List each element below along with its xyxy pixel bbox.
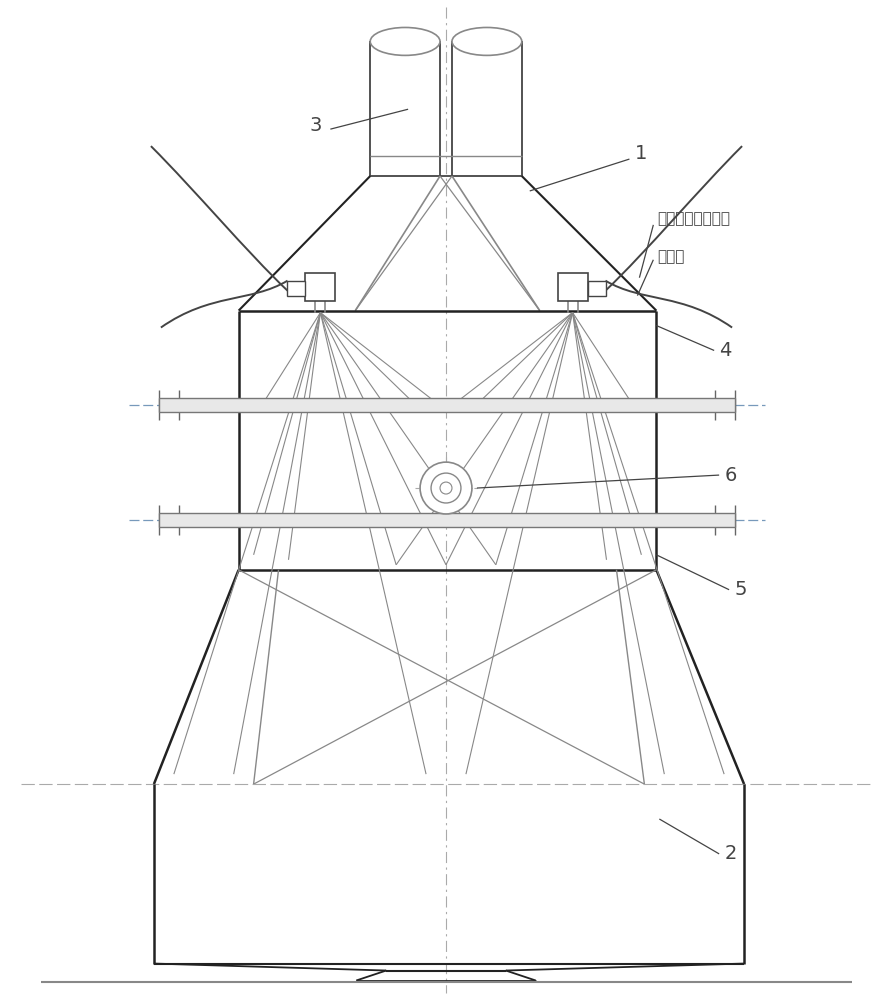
- Text: 5: 5: [734, 580, 747, 599]
- Bar: [588, 281, 605, 296]
- Text: 2: 2: [724, 844, 737, 863]
- Circle shape: [420, 462, 472, 514]
- Bar: [159, 513, 735, 527]
- Text: 接外部压缩空气源: 接外部压缩空气源: [657, 211, 730, 226]
- Text: 1: 1: [634, 144, 647, 163]
- Ellipse shape: [452, 27, 522, 55]
- Text: 接水源: 接水源: [657, 249, 685, 264]
- Bar: [557, 273, 588, 301]
- Circle shape: [431, 473, 461, 503]
- Bar: [305, 273, 336, 301]
- Bar: [288, 281, 305, 296]
- Ellipse shape: [371, 27, 440, 55]
- Text: 4: 4: [719, 341, 731, 360]
- Text: 6: 6: [724, 466, 737, 485]
- Text: 3: 3: [309, 116, 321, 135]
- Circle shape: [440, 482, 452, 494]
- Bar: [159, 398, 735, 412]
